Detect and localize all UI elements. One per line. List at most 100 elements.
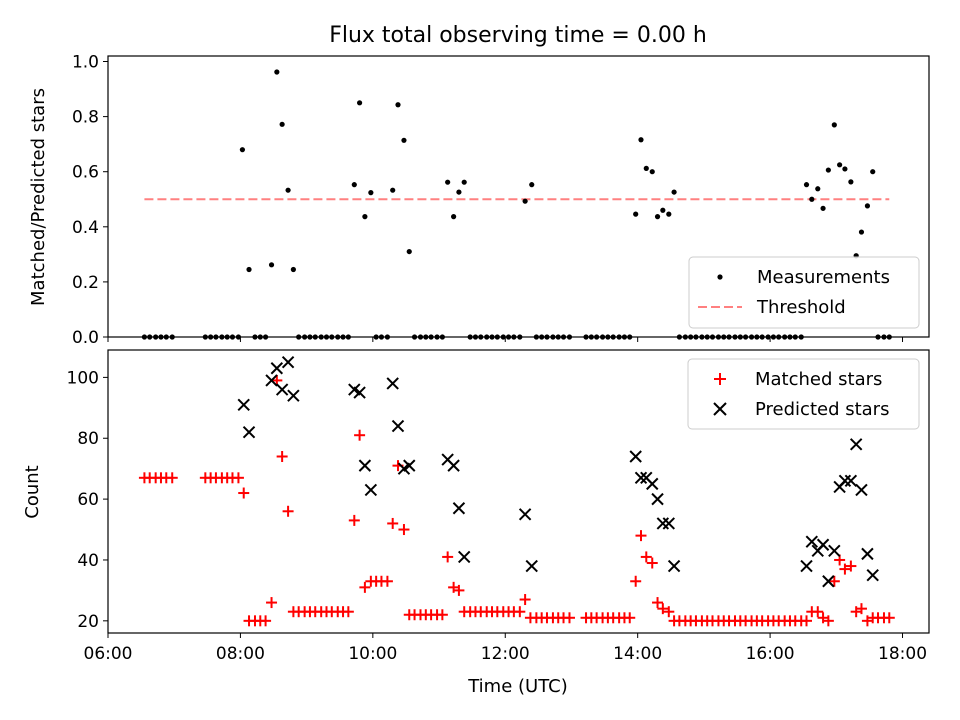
measurement-point [451,214,457,220]
x-tick-label: 18:00 [878,644,927,664]
x-tick-label: 08:00 [216,644,265,664]
measurement-point [461,179,467,185]
predicted-star-point [634,471,648,485]
count-y-tick-label: 80 [77,429,99,449]
predicted-star-point [844,474,858,488]
ratio-y-tick-label: 0.4 [72,218,99,238]
ratio-y-tick-label: 0.8 [72,108,99,128]
predicted-star-point [849,438,863,451]
matched-star-point [442,551,454,563]
measurement-point [406,248,412,255]
predicted-star-point [391,419,405,433]
matched-star-point [839,563,851,575]
matched-star-point [630,575,642,587]
matched-star-point [624,612,636,624]
predicted-star-point [265,374,278,387]
predicted-star-point [525,559,538,573]
measurement-point [671,189,677,195]
ratio-axes-frame [107,55,930,338]
measurement-point [803,182,810,188]
predicted-star-point [237,398,250,411]
matched-star-point [828,575,840,587]
matched-star-point [453,584,465,596]
legend-marker-predicted [713,402,727,416]
predicted-star-point [447,459,460,472]
predicted-x-b [265,374,278,387]
matched-star-point [381,575,393,587]
measurement-point [638,137,644,143]
matched-star-point [663,606,675,618]
matched-star-point [855,603,867,615]
predicted-star-point [646,477,659,491]
predicted-x-b [237,398,250,411]
measurement-point [654,214,661,220]
predicted-x-b [805,535,819,548]
predicted-x-b [640,471,653,485]
ratio-legend: Measurements Threshold [688,256,920,329]
predicted-x-b [403,459,416,472]
ratio-y-axis-label: Matched/Predicted stars [28,88,49,306]
predicted-x-b [353,386,366,399]
matched-star-point [883,612,895,624]
predicted-x-b [651,492,664,506]
predicted-x-b [452,502,466,515]
matched-star-point [359,581,371,593]
predicted-x-b [525,559,538,573]
measurement-point [390,187,396,193]
predicted-star-point [866,568,879,582]
measurement-point [815,186,821,192]
legend-marker-measurements [717,274,723,280]
matched-star-point [801,615,813,627]
measurement-point [633,211,639,217]
matched-star-point [276,451,288,463]
measurement-point [529,182,535,188]
predicted-star-point [805,535,819,548]
predicted-star-point [287,389,300,402]
measurement-point [395,102,401,108]
count-axes-frame [107,349,930,634]
measurement-point [831,122,837,128]
predicted-x-b [667,559,681,573]
count-y-tick-label: 40 [77,551,99,571]
predicted-x-b [275,383,289,396]
predicted-x-b [629,450,642,463]
measurement-point [842,166,848,172]
predicted-x-b [391,419,405,433]
x-tick-label: 16:00 [746,644,795,664]
measurement-point [825,167,831,173]
measurement-point [285,187,291,193]
predicted-star-point [822,575,835,588]
measurement-point [837,162,843,168]
predicted-star-point [662,517,676,530]
matched-star-point [640,551,652,563]
measurement-point [445,179,451,185]
predicted-x-b [822,575,835,588]
matched-star-point [266,597,278,609]
predicted-x-b [441,453,454,466]
predicted-star-point [800,559,813,573]
measurement-point [809,196,815,202]
predicted-x-b [281,355,295,369]
count-points [138,355,895,627]
matched-star-point [514,606,526,618]
x-axis-label: Time (UTC) [467,676,568,697]
predicted-x-b [816,538,830,551]
predicted-star-point [275,383,289,396]
legend-label-predicted: Predicted stars [755,399,889,420]
measurement-point [522,198,528,204]
x-tick-label: 14:00 [613,644,662,664]
predicted-x-b [447,459,460,472]
predicted-x-b [358,459,372,472]
measurement-point [820,205,826,211]
measurement-point [290,266,296,273]
predicted-star-point [242,425,256,439]
predicted-x-b [242,425,256,439]
matched-star-point [845,560,857,572]
measurement-point [362,214,368,220]
predicted-star-point [828,544,841,558]
predicted-star-point [364,483,378,497]
predicted-star-point [667,559,681,573]
x-tick-label: 12:00 [481,644,530,664]
measurement-point [239,147,246,153]
